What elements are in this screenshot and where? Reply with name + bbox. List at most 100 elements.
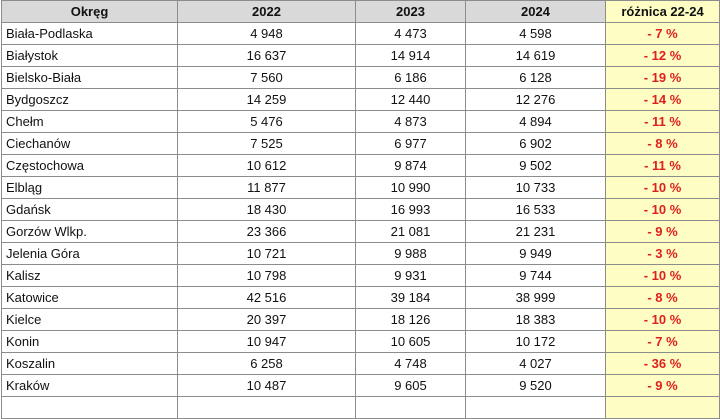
empty-cell: [1, 396, 178, 419]
difference-cell: - 7 %: [605, 330, 720, 353]
value-cell: 6 977: [355, 132, 466, 155]
value-cell: 6 128: [465, 66, 606, 89]
difference-cell: - 8 %: [605, 286, 720, 309]
value-cell: 14 914: [355, 44, 466, 67]
difference-cell: - 9 %: [605, 220, 720, 243]
difference-cell: - 3 %: [605, 242, 720, 265]
value-cell: 4 873: [355, 110, 466, 133]
table-row: Kraków 10 487 9 605 9 520- 9 %: [1, 374, 720, 397]
header-cell: 2023: [355, 0, 466, 23]
value-cell: 6 258: [177, 352, 356, 375]
district-cell: Jelenia Góra: [1, 242, 178, 265]
table-row: Częstochowa 10 612 9 874 9 502- 11 %: [1, 154, 720, 177]
value-cell: 10 798: [177, 264, 356, 287]
table-row: Biała-Podlaska 4 948 4 473 4 598- 7 %: [1, 22, 720, 45]
value-cell: 10 612: [177, 154, 356, 177]
value-cell: 9 520: [465, 374, 606, 397]
value-cell: 12 440: [355, 88, 466, 111]
difference-cell: - 12 %: [605, 44, 720, 67]
district-cell: Gorzów Wlkp.: [1, 220, 178, 243]
value-cell: 4 748: [355, 352, 466, 375]
value-cell: 10 733: [465, 176, 606, 199]
value-cell: 18 126: [355, 308, 466, 331]
table-header: Okręg 2022 2023 2024 różnica 22-24: [1, 0, 720, 23]
value-cell: 20 397: [177, 308, 356, 331]
value-cell: 14 259: [177, 88, 356, 111]
table-body: Biała-Podlaska 4 948 4 473 4 598- 7 % Białys…: [1, 22, 720, 419]
value-cell: 14 619: [465, 44, 606, 67]
difference-cell: - 7 %: [605, 22, 720, 45]
value-cell: 4 948: [177, 22, 356, 45]
difference-cell: - 8 %: [605, 132, 720, 155]
value-cell: 10 172: [465, 330, 606, 353]
district-cell: Konin: [1, 330, 178, 353]
value-cell: 12 276: [465, 88, 606, 111]
empty-cell: [605, 396, 720, 419]
table-row: Bielsko-Biała 7 560 6 186 6 128- 19 %: [1, 66, 720, 89]
value-cell: 10 721: [177, 242, 356, 265]
difference-cell: - 36 %: [605, 352, 720, 375]
header-cell: różnica 22-24: [605, 0, 720, 23]
district-cell: Chełm: [1, 110, 178, 133]
value-cell: 9 949: [465, 242, 606, 265]
difference-cell: - 14 %: [605, 88, 720, 111]
value-cell: 21 081: [355, 220, 466, 243]
value-cell: 9 502: [465, 154, 606, 177]
value-cell: 4 894: [465, 110, 606, 133]
district-cell: Kraków: [1, 374, 178, 397]
table-row: Kalisz 10 798 9 931 9 744- 10 %: [1, 264, 720, 287]
value-cell: 16 637: [177, 44, 356, 67]
value-cell: 9 874: [355, 154, 466, 177]
district-cell: Bielsko-Biała: [1, 66, 178, 89]
table-row: [1, 396, 720, 419]
difference-cell: - 9 %: [605, 374, 720, 397]
difference-cell: - 11 %: [605, 110, 720, 133]
difference-cell: - 10 %: [605, 308, 720, 331]
difference-cell: - 19 %: [605, 66, 720, 89]
header-cell: 2024: [465, 0, 606, 23]
value-cell: 42 516: [177, 286, 356, 309]
value-cell: 7 560: [177, 66, 356, 89]
value-cell: 5 476: [177, 110, 356, 133]
district-cell: Białystok: [1, 44, 178, 67]
value-cell: 10 605: [355, 330, 466, 353]
value-cell: 9 931: [355, 264, 466, 287]
value-cell: 16 993: [355, 198, 466, 221]
district-cell: Koszalin: [1, 352, 178, 375]
table-row: Elbląg 11 877 10 990 10 733- 10 %: [1, 176, 720, 199]
value-cell: 10 947: [177, 330, 356, 353]
empty-cell: [177, 396, 356, 419]
value-cell: 4 598: [465, 22, 606, 45]
district-cell: Kielce: [1, 308, 178, 331]
table-row: Białystok 16 637 14 914 14 619- 12 %: [1, 44, 720, 67]
difference-cell: - 10 %: [605, 198, 720, 221]
empty-cell: [465, 396, 606, 419]
table-row: Katowice 42 516 39 184 38 999- 8 %: [1, 286, 720, 309]
district-cell: Biała-Podlaska: [1, 22, 178, 45]
district-cell: Ciechanów: [1, 132, 178, 155]
value-cell: 10 990: [355, 176, 466, 199]
value-cell: 9 744: [465, 264, 606, 287]
district-cell: Częstochowa: [1, 154, 178, 177]
district-cell: Katowice: [1, 286, 178, 309]
value-cell: 38 999: [465, 286, 606, 309]
value-cell: 10 487: [177, 374, 356, 397]
table-row: Koszalin 6 258 4 748 4 027- 36 %: [1, 352, 720, 375]
value-cell: 6 902: [465, 132, 606, 155]
table-row: Kielce 20 397 18 126 18 383- 10 %: [1, 308, 720, 331]
empty-cell: [355, 396, 466, 419]
difference-cell: - 10 %: [605, 176, 720, 199]
table-row: Gdańsk 18 430 16 993 16 533- 10 %: [1, 198, 720, 221]
table-row: Bydgoszcz 14 259 12 440 12 276- 14 %: [1, 88, 720, 111]
value-cell: 23 366: [177, 220, 356, 243]
value-cell: 6 186: [355, 66, 466, 89]
header-cell: 2022: [177, 0, 356, 23]
table-row: Ciechanów 7 525 6 977 6 902- 8 %: [1, 132, 720, 155]
value-cell: 4 473: [355, 22, 466, 45]
difference-cell: - 10 %: [605, 264, 720, 287]
value-cell: 11 877: [177, 176, 356, 199]
difference-cell: - 11 %: [605, 154, 720, 177]
value-cell: 7 525: [177, 132, 356, 155]
district-cell: Elbląg: [1, 176, 178, 199]
